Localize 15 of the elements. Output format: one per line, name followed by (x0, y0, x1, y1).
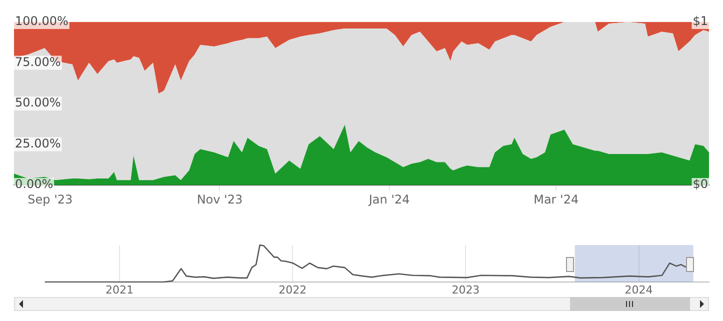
y-tick-label: 0.00% (15, 177, 54, 192)
x-tick-label: Jan '24 (368, 192, 410, 206)
x-tick-label: Mar '24 (534, 192, 579, 206)
x-tick-label: 2022 (278, 283, 307, 296)
y-tick-label: 75.00% (15, 54, 61, 69)
x-tick-label: 2023 (452, 283, 480, 296)
x-tick-label: 2021 (105, 283, 134, 296)
x-tick-label: Nov '23 (196, 192, 243, 206)
y-tick-label: 100.00% (15, 14, 68, 28)
y-tick-label: 50.00% (15, 96, 61, 110)
y2-tick-label: $1 (692, 14, 708, 28)
x-tick-label: Sep '23 (28, 192, 73, 206)
x-tick-label: 2024 (624, 283, 653, 296)
y2-tick-label: $0 (692, 177, 708, 192)
y-tick-label: 25.00% (15, 136, 61, 150)
